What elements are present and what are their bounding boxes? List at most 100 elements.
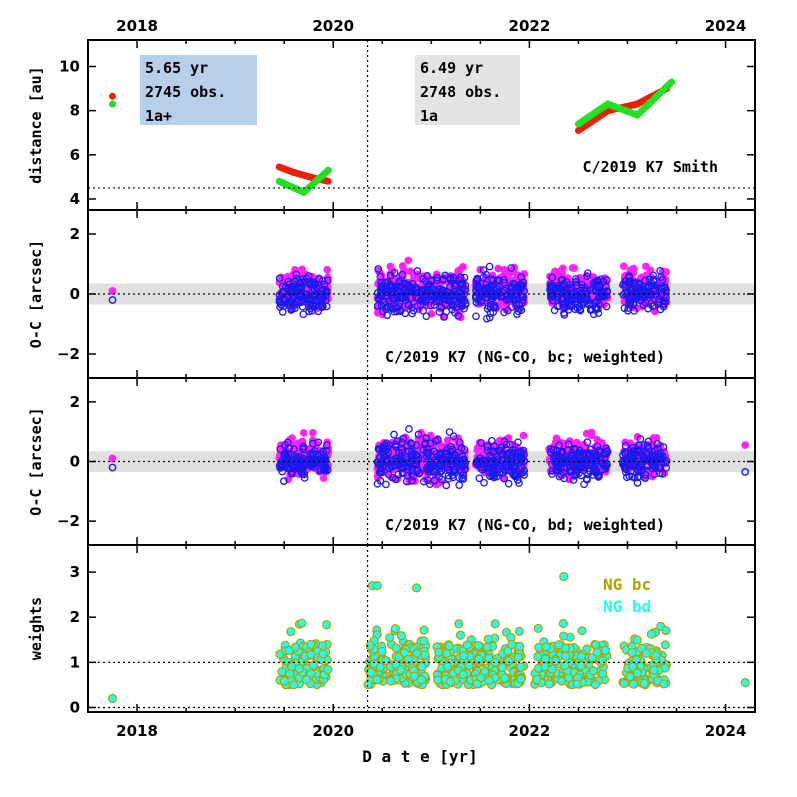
data-point (630, 307, 638, 315)
data-point (653, 444, 662, 453)
data-point (504, 479, 513, 488)
top-tick-labels: 2018 2020 2022 2024 (116, 17, 746, 35)
data-point (562, 285, 571, 293)
data-point (398, 463, 407, 472)
data-point (485, 262, 494, 271)
data-point (503, 656, 513, 666)
data-point (555, 472, 564, 481)
data-point (473, 446, 482, 454)
data-point (552, 465, 561, 473)
data-point (453, 448, 462, 457)
data-point (600, 459, 608, 468)
data-point (372, 675, 382, 685)
data-point (455, 481, 464, 489)
data-point (508, 303, 516, 311)
data-point (548, 460, 556, 469)
data-point (635, 280, 644, 289)
data-point (319, 285, 328, 294)
data-point (504, 295, 513, 304)
data-point (294, 664, 304, 674)
data-point (639, 441, 648, 450)
data-point (578, 458, 587, 467)
data-point (372, 581, 382, 591)
data-point (600, 646, 611, 656)
data-point (405, 462, 414, 471)
y-tick-label: 3 (70, 563, 80, 581)
data-point (599, 288, 607, 297)
data-point (635, 472, 643, 481)
data-point (393, 287, 401, 296)
data-point (575, 452, 583, 461)
data-point (646, 629, 656, 639)
y-axis-label: O-C [arcsec] (27, 407, 45, 515)
data-point (449, 432, 458, 441)
data-point (602, 302, 611, 311)
data-point (444, 641, 454, 651)
data-point (508, 453, 517, 461)
info-box-text: 2748 obs. (420, 83, 501, 101)
data-point (296, 284, 304, 292)
data-point (569, 476, 578, 484)
y-tick-label: 6 (70, 146, 80, 164)
data-point (741, 468, 750, 476)
data-point (477, 439, 486, 447)
data-point (629, 264, 638, 273)
data-point (473, 640, 484, 651)
y-axis-label: distance [au] (27, 66, 45, 183)
data-point (572, 469, 581, 478)
data-point (641, 276, 650, 285)
data-point (449, 473, 457, 482)
data-point (108, 296, 117, 304)
data-point (586, 298, 594, 307)
data-point (292, 270, 301, 279)
data-point (594, 446, 603, 455)
info-box-text: 5.65 yr (145, 59, 208, 77)
data-point (480, 290, 489, 299)
data-point (412, 457, 421, 465)
y-tick-label: 2 (70, 608, 80, 626)
top-tick-label: 2024 (705, 17, 747, 35)
data-point (454, 619, 464, 629)
data-point (559, 571, 569, 582)
data-point (300, 474, 309, 482)
data-point (405, 425, 413, 433)
data-point (399, 434, 408, 443)
data-point (577, 626, 587, 636)
data-point (741, 441, 750, 449)
data-point (299, 445, 307, 453)
data-point (620, 464, 629, 472)
data-point (315, 301, 324, 310)
plot-area: 5.65 yr 2745 obs. 1a+ 6.49 yr 2748 obs. 1a (88, 40, 755, 210)
data-point (471, 293, 480, 302)
data-point (498, 292, 507, 301)
data-point (279, 676, 290, 686)
data-point (589, 449, 598, 458)
data-point (541, 642, 551, 652)
data-point (480, 465, 489, 473)
legend-entry: NG bd (603, 597, 651, 616)
data-point (299, 310, 308, 319)
data-point (316, 465, 325, 474)
data-point (306, 449, 315, 458)
data-point (639, 678, 649, 689)
data-point (377, 292, 386, 300)
data-point (595, 300, 603, 309)
data-point (597, 656, 608, 666)
data-point (455, 288, 463, 297)
data-point (520, 450, 528, 458)
data-point (547, 445, 555, 454)
data-point (572, 679, 582, 689)
data-point (620, 304, 629, 313)
data-point (489, 465, 498, 474)
data-point (558, 447, 567, 456)
data-point (296, 298, 305, 307)
data-point (628, 662, 638, 672)
data-point (291, 292, 299, 300)
data-point (454, 312, 463, 320)
top-tick-label: 2020 (312, 17, 354, 35)
data-point (640, 290, 649, 299)
data-point (619, 678, 629, 689)
data-point (405, 283, 414, 291)
data-point (417, 662, 427, 672)
data-point (631, 285, 640, 294)
